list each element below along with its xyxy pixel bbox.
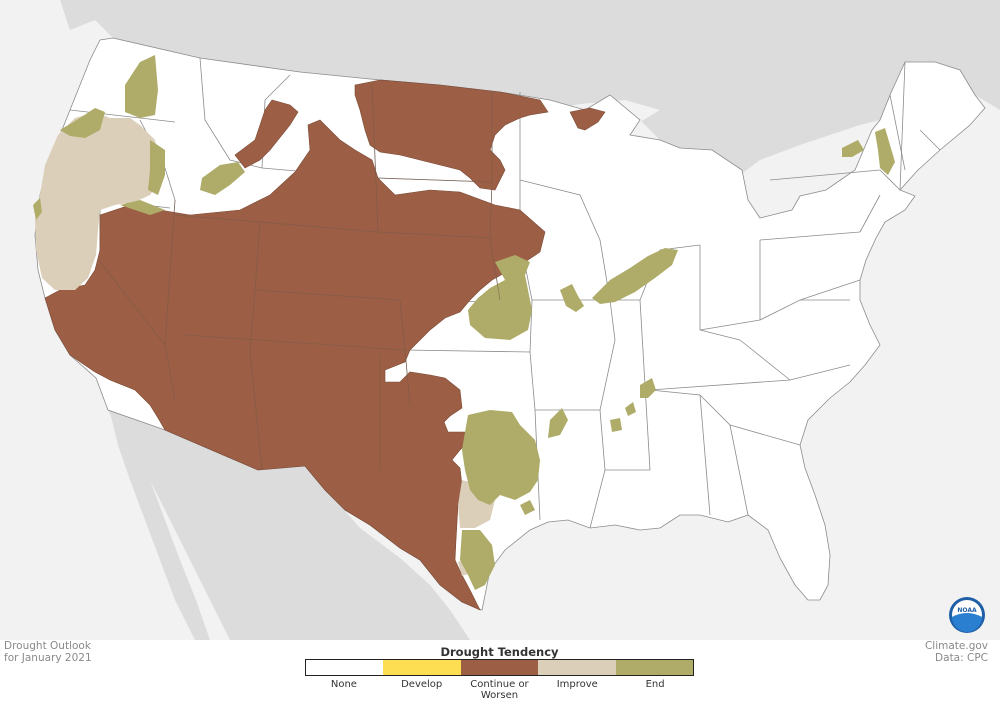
idaho-end-patch (200, 162, 245, 195)
missouri-end-blob (560, 284, 584, 312)
drought-continue-areas (44, 79, 606, 611)
legend-label-improve: Improve (556, 679, 598, 690)
credit-text: Climate.gov Data: CPC (925, 640, 988, 664)
outlook-title-line2: for January 2021 (4, 652, 92, 664)
drought-outlook-map: NOAA (0, 0, 1000, 640)
alabama-end-patch (625, 402, 636, 416)
nevada-border-end (120, 200, 165, 215)
idaho-montana-continue (234, 99, 299, 169)
oregon-coast-end (60, 108, 105, 138)
legend-title: Drought Tendency (440, 645, 559, 659)
noaa-logo-text: NOAA (957, 607, 977, 614)
illinois-indiana-end-strip (592, 248, 678, 304)
mexico-landmass (108, 410, 470, 640)
legend-swatch-continue (460, 660, 539, 675)
legend-label-develop: Develop (401, 679, 443, 690)
kansas-missouri-end (468, 255, 532, 340)
legend-label-continue: Continue or Worsen (470, 679, 529, 701)
legend-swatch-none (306, 660, 384, 675)
cascades-end (148, 140, 165, 195)
legend-swatch-end (615, 660, 694, 675)
north-plains-continue (354, 79, 549, 191)
mississippi-end-patch (640, 378, 656, 398)
noaa-logo-icon: NOAA (949, 597, 985, 633)
east-texas-end-patch (520, 500, 535, 515)
canada-landmass (60, 0, 1000, 185)
washington-end-strip (125, 55, 158, 118)
legend-swatch-develop (383, 660, 461, 675)
arkansas-end-patch (548, 408, 568, 438)
vermont-end-patch (875, 128, 895, 175)
california-coast-end (33, 198, 42, 220)
gulf-coast-end (460, 530, 495, 590)
drought-end-areas (33, 55, 895, 590)
credit-line1: Climate.gov (924, 640, 988, 652)
pacific-northwest-improve (35, 112, 160, 290)
legend-label-none: None (330, 679, 357, 690)
baja-peninsula (110, 412, 210, 640)
outlook-title: Drought Outlook for January 2021 (4, 640, 92, 664)
legend-swatch-improve (538, 660, 616, 675)
minnesota-continue-patch (569, 107, 606, 131)
legend-color-bar (305, 659, 694, 676)
outlook-title-line1: Drought Outlook (4, 640, 91, 652)
legend-labels: None Develop Continue or Worsen Improve … (305, 679, 694, 701)
louisiana-end-patch (610, 418, 622, 432)
map-footer: Drought Outlook for January 2021 Drought… (0, 640, 1000, 704)
credit-line2: Data: CPC (935, 652, 988, 664)
legend-label-end: End (645, 679, 665, 690)
new-york-end-patch (842, 140, 864, 157)
state-borders-overlay (99, 83, 501, 471)
texas-oklahoma-end (462, 410, 540, 505)
west-continue-region (44, 119, 546, 611)
